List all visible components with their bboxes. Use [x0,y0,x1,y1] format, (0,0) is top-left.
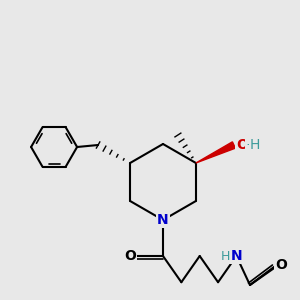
Text: -: - [246,139,250,152]
Text: N: N [231,249,242,263]
Text: H: H [250,138,260,152]
Text: H: H [221,250,230,263]
Text: O: O [124,249,136,263]
Text: O: O [275,258,287,272]
Text: O: O [236,138,248,152]
Text: N: N [157,213,169,227]
Polygon shape [196,142,236,163]
